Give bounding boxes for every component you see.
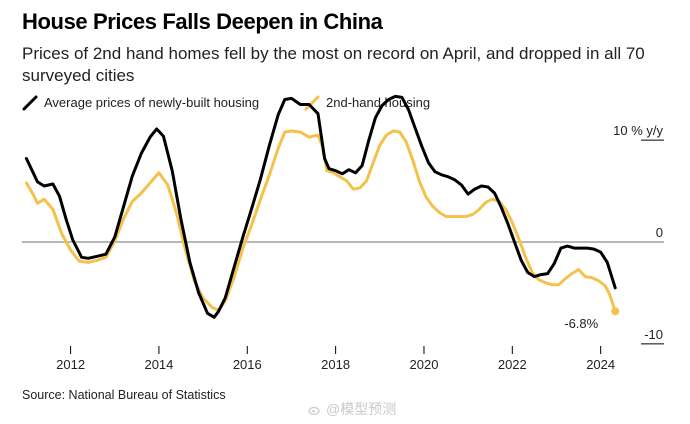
source-note: Source: National Bureau of Statistics (22, 388, 226, 402)
chart-subtitle: Prices of 2nd hand homes fell by the mos… (22, 44, 645, 85)
series-line-second-hand (24, 129, 617, 313)
watermark: @模型预测 (308, 399, 396, 419)
chart-title: House Prices Falls Deepen in China (22, 9, 383, 34)
y-tick-label: 10 % y/y (613, 123, 663, 138)
y-tick-label: -10 (644, 327, 663, 342)
legend-swatch-second-hand (304, 95, 320, 111)
legend-swatch-new-housing (22, 95, 38, 111)
legend-label-new-housing: Average prices of newly-built housing (44, 95, 260, 110)
x-tick-label: 2022 (498, 357, 527, 372)
x-tick-label: 2020 (410, 357, 439, 372)
y-tick-label: 0 (656, 225, 663, 240)
x-tick-label: 2014 (144, 357, 173, 372)
x-tick-label: 2024 (586, 357, 615, 372)
annotation-label: -6.8% (564, 316, 598, 331)
watermark-text: @模型预测 (326, 401, 397, 417)
end-point-marker (611, 307, 620, 316)
x-tick-label: 2012 (56, 357, 85, 372)
x-tick-label: 2018 (321, 357, 350, 372)
weibo-logo-icon (308, 406, 320, 415)
series-line-new-housing (24, 94, 617, 319)
x-tick-label: 2016 (233, 357, 262, 372)
